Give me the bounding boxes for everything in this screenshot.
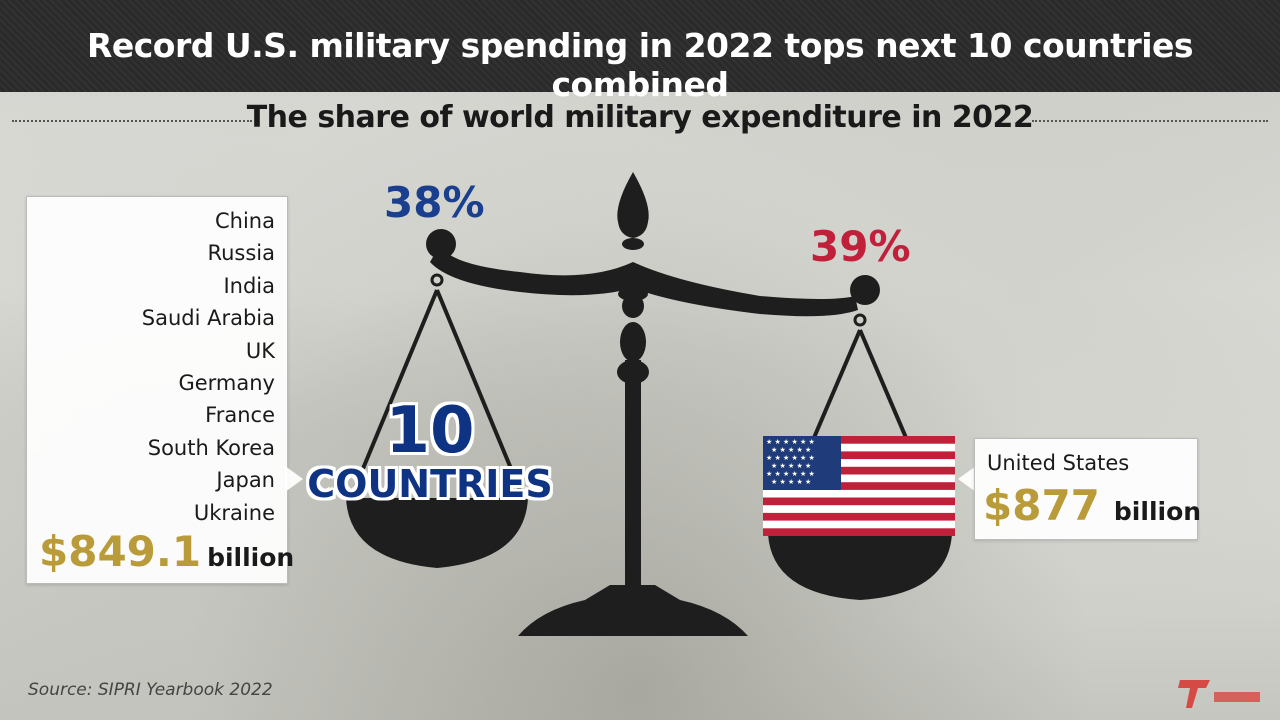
amount-value: $877 — [983, 481, 1100, 530]
us-country-name: United States — [987, 451, 1130, 475]
country-item: Japan — [216, 468, 275, 493]
country-item: Saudi Arabia — [141, 306, 275, 331]
amount-value: $849.1 — [39, 527, 202, 576]
page-title: Record U.S. military spending in 2022 to… — [86, 26, 1194, 104]
callout-pointer — [958, 466, 976, 492]
subtitle-row: The share of world military expenditure … — [0, 100, 1280, 140]
country-item: India — [223, 273, 275, 298]
callout-pointer — [285, 466, 303, 492]
page-subtitle: The share of world military expenditure … — [246, 100, 1034, 135]
us-amount: $877 billion — [983, 481, 1201, 530]
country-item: China — [215, 209, 275, 233]
ten-countries-label: 10 COUNTRIES — [300, 398, 560, 504]
ten-countries-number: 10 — [385, 394, 475, 468]
country-item: Russia — [207, 241, 275, 266]
svg-text:★ ★ ★ ★ ★ ★: ★ ★ ★ ★ ★ ★ — [766, 454, 815, 462]
right-share-percent: 39% — [810, 222, 911, 271]
country-item: UK — [245, 338, 275, 363]
amount-unit: billion — [207, 543, 295, 572]
us-flag-icon: ★ ★ ★ ★ ★ ★ ★ ★ ★ ★ ★ ★ ★ ★ ★ ★ ★ ★ ★ ★ … — [763, 436, 955, 536]
us-callout: United States $877 billion — [974, 438, 1201, 540]
title-bar: Record U.S. military spending in 2022 to… — [0, 0, 1280, 104]
left-share-percent: 38% — [384, 178, 485, 227]
country-list: China Russia India Saudi Arabia UK Germa… — [142, 205, 275, 529]
svg-text:★ ★ ★ ★ ★: ★ ★ ★ ★ ★ — [771, 478, 811, 486]
dotted-divider-left — [12, 120, 252, 122]
dotted-divider-right — [1032, 120, 1268, 122]
source-note: Source: SIPRI Yearbook 2022 — [28, 680, 273, 700]
ten-countries-callout: China Russia India Saudi Arabia UK Germa… — [26, 196, 294, 584]
country-item: France — [205, 403, 275, 428]
svg-text:★ ★ ★ ★ ★: ★ ★ ★ ★ ★ — [771, 462, 811, 470]
country-item: Germany — [178, 371, 275, 396]
svg-text:★ ★ ★ ★ ★: ★ ★ ★ ★ ★ — [771, 446, 811, 454]
country-item: South Korea — [147, 435, 275, 460]
amount-unit: billion — [1113, 497, 1202, 526]
broadcaster-logo — [1178, 680, 1260, 708]
ten-countries-amount: $849.1 billion — [39, 527, 294, 576]
svg-text:★ ★ ★ ★ ★ ★: ★ ★ ★ ★ ★ ★ — [766, 438, 815, 446]
svg-text:★ ★ ★ ★ ★ ★: ★ ★ ★ ★ ★ ★ — [766, 470, 815, 478]
ten-countries-word: COUNTRIES — [307, 462, 553, 506]
country-item: Ukraine — [193, 500, 275, 525]
